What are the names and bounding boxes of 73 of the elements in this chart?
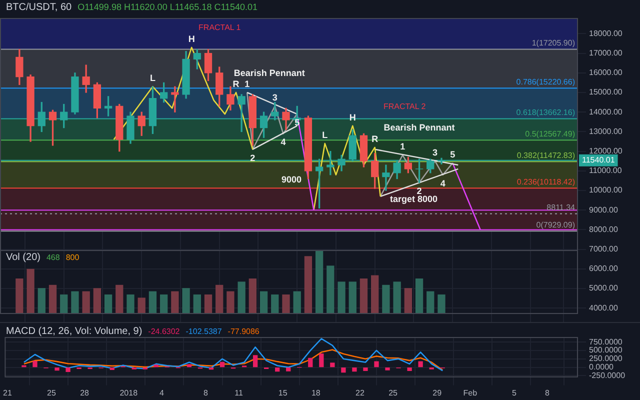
y-tick-label: -250.0000 [589,370,626,380]
ref-line-label: 0.382(11472.83) [516,150,576,160]
y-tick-label: 17000.00 [589,48,623,58]
annotation: 800 [66,253,80,262]
y-tick-label: 4000.00 [589,303,618,312]
annotation: target 8000 [390,194,438,204]
ref-line-label: 0.786(15220.66) [516,77,576,86]
y-tick-label: 18000.00 [589,28,623,38]
annotation: 3 [272,92,278,103]
chart-subtitle: O11499.98 H11620.00 L11465.18 C11540.01 [78,2,258,12]
x-tick-label: 29 [432,388,442,398]
x-tick-label: 4 [159,388,164,398]
annotation: Bearish Pennant [234,68,305,78]
x-tick-label: 18 [311,388,321,398]
ref-line-label: 0.236(10118.42) [516,177,576,186]
y-tick-label: 9000.00 [589,205,618,214]
x-tick-label: 5 [512,388,517,398]
annotation: FRACTAL 1 [198,23,242,32]
y-tick-label: 15000.00 [589,88,623,97]
y-tick-label: 7000.00 [589,244,618,254]
x-tick-label: 8 [545,388,550,398]
annotation: L [150,73,156,84]
ref-line-label: 1(17205.90) [532,38,576,48]
y-tick-label: 11000.00 [589,166,622,176]
annotation: 5 [450,150,456,160]
text: -102.5387 [186,327,222,336]
y-tick-label: 13000.00 [589,126,623,136]
x-tick-label: 8 [204,388,209,398]
x-tick-label: 25 [388,388,398,398]
y-tick-label: 0.0000 [589,362,614,372]
x-tick-label: 28 [80,388,90,398]
annotation: FRACTAL 2 [383,102,426,112]
text: -77.9086 [228,327,260,336]
ref-line-label: 0.5(12567.49) [525,129,576,138]
annotation: 2 [250,152,256,163]
annotation: H [349,112,356,122]
chart-title: Vol (20) [6,252,40,263]
x-tick-label: Feb [463,388,478,398]
x-tick-label: 11 [234,388,244,398]
x-tick-label: 15 [278,388,288,398]
annotation: 9000 [282,174,302,185]
annotation: L [322,130,328,140]
annotation: 468 [46,253,60,262]
annotation: Bearish Pennant [384,122,455,132]
chart-title: BTC/USDT, 60 [6,2,72,13]
y-tick-label: 10000.00 [589,186,623,195]
y-tick-label: 16000.00 [589,68,623,78]
x-tick-label: 22 [356,388,365,398]
y-tick-label: 250.0000 [589,354,623,364]
annotation: 1 [244,78,250,89]
y-tick-label: 5000.00 [589,284,618,293]
y-tick-label: 500.0000 [589,346,623,355]
annotation: R [232,78,240,89]
y-tick-label: 8000.00 [589,224,618,234]
x-tick-label: 2018 [120,388,138,398]
annotation: 2 [416,186,422,196]
ref-line-label: 0.618(13662.16) [516,108,576,117]
annotation: H [188,34,195,44]
chart-title: MACD (12, 26, Vol: Volume, 9) [6,326,142,337]
annotation: R [372,134,379,144]
annotation: 3 [432,148,438,158]
ref-line-label: 0(7929.09) [536,220,576,230]
y-tick-label: 6000.00 [589,264,618,274]
y-tick-label: 14000.00 [589,107,623,116]
x-tick-label: 25 [47,388,57,398]
annotation: 4 [280,137,286,148]
x-tick-label: 21 [2,388,12,398]
annotation: 1 [400,142,406,152]
text: -24.6302 [148,327,180,336]
annotation: 4 [440,178,446,188]
y-tick-label: 12000.00 [589,146,623,156]
ref-line-label: 11540.01 [582,156,616,165]
y-tick-label: 750.0000 [589,337,623,346]
